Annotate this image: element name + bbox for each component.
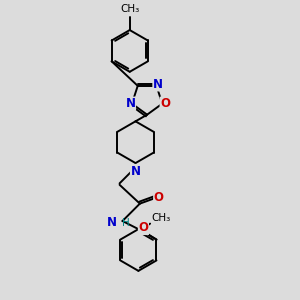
Text: O: O bbox=[154, 191, 164, 204]
Text: N: N bbox=[125, 97, 136, 110]
Text: CH₃: CH₃ bbox=[151, 213, 170, 223]
Text: O: O bbox=[138, 221, 148, 235]
Text: CH₃: CH₃ bbox=[120, 4, 139, 14]
Text: N: N bbox=[107, 216, 117, 229]
Text: N: N bbox=[153, 78, 163, 91]
Text: O: O bbox=[160, 97, 170, 110]
Text: H: H bbox=[122, 218, 130, 228]
Text: N: N bbox=[130, 164, 140, 178]
